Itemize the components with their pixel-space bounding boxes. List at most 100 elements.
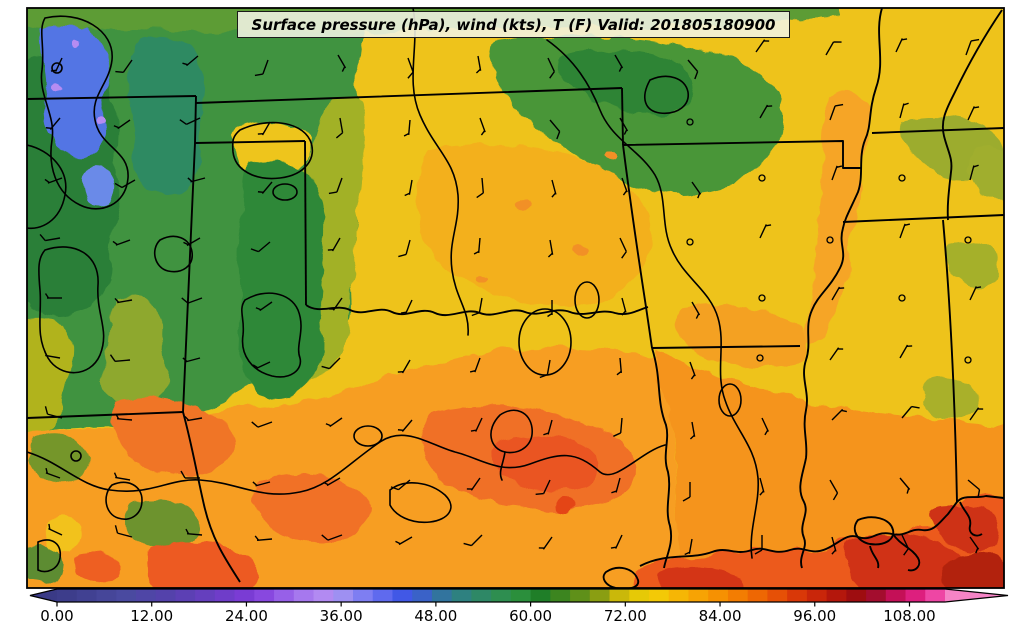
wind-barb xyxy=(470,417,483,432)
wind-barb xyxy=(895,38,908,53)
wind-barb xyxy=(547,300,553,318)
colorbar-segment xyxy=(668,589,690,602)
wind-barb xyxy=(45,467,61,479)
colorbar-segment xyxy=(806,589,828,602)
isobar-contour xyxy=(38,246,105,374)
calm-wind-symbol xyxy=(964,356,972,364)
wind-barb xyxy=(539,359,551,379)
colorbar-segment xyxy=(846,589,867,602)
wind-barb xyxy=(759,104,773,119)
colorbar-segment xyxy=(57,589,78,602)
wind-barb xyxy=(180,470,200,479)
region-bottomleft-orangered xyxy=(111,397,235,477)
colorbar-segment xyxy=(530,589,551,602)
border-arkansas-texas-corner xyxy=(645,306,653,349)
isobar-contour xyxy=(718,383,742,417)
wind-barb xyxy=(252,361,271,369)
border-colorado-newmexico-border xyxy=(27,95,197,100)
wind-barb xyxy=(255,301,273,312)
colorbar-segment xyxy=(412,589,433,602)
wind-barb xyxy=(969,164,979,181)
wind-barb xyxy=(114,297,133,304)
colorbar: 0.00 12.00 24.00 36.00 48.00 60.00 72.00 84.00 9… xyxy=(29,588,1009,625)
wind-barb xyxy=(543,419,553,436)
wind-barb xyxy=(621,177,628,196)
isobar-contour xyxy=(70,450,82,462)
colorbar-segment xyxy=(826,589,847,602)
calm-wind-symbol xyxy=(758,294,766,302)
wind-barb xyxy=(398,239,411,258)
region-east-olive-5 xyxy=(968,148,1004,200)
isobar-contour xyxy=(546,39,760,559)
border-mississippi-alabama-border xyxy=(942,219,958,503)
wind-barb xyxy=(466,477,481,491)
isobar-contour xyxy=(51,62,63,74)
colorbar-segment xyxy=(234,589,255,602)
calm-wind-symbol xyxy=(964,236,972,244)
wind-barb xyxy=(969,536,980,554)
wind-barb xyxy=(182,55,199,67)
region-northeast-olive-2 xyxy=(945,242,1001,288)
wind-barb xyxy=(755,39,770,53)
colorbar-segment xyxy=(885,589,907,602)
wind-barb xyxy=(44,177,63,184)
wind-barb xyxy=(112,239,131,246)
colorbar-segment xyxy=(609,589,630,602)
wind-barb xyxy=(400,299,413,314)
wind-barb xyxy=(829,103,844,121)
wind-barb xyxy=(687,59,699,80)
region-center-orange-speck-2 xyxy=(574,243,588,253)
border-lake-pontchartrain xyxy=(853,516,895,546)
calm-wind-symbol xyxy=(686,118,694,126)
colorbar-segment xyxy=(925,589,946,602)
wind-barb xyxy=(44,293,62,299)
region-bottomleft-green-2 xyxy=(124,500,200,548)
temperature-shading-layer xyxy=(27,8,1004,588)
wind-barb xyxy=(109,354,131,363)
wind-barb xyxy=(899,344,913,359)
wind-barb xyxy=(614,54,624,72)
wind-barb xyxy=(337,54,347,72)
wind-barb xyxy=(689,361,696,380)
calm-wind-symbol xyxy=(826,236,834,244)
colorbar-segment xyxy=(510,589,532,602)
colorbar-segment xyxy=(688,589,709,602)
wind-barb xyxy=(390,479,411,491)
wind-barb xyxy=(691,301,701,319)
colorbar-segment xyxy=(333,589,354,602)
border-mobile-bay xyxy=(959,501,983,537)
wind-barb xyxy=(473,237,481,255)
colorbar-segment xyxy=(550,589,571,602)
border-kansas-oklahoma-border xyxy=(195,87,623,104)
colorbar-segment xyxy=(195,589,216,602)
region-gulf-dark-red-core xyxy=(942,551,1004,588)
region-bottomleft-yellow xyxy=(43,516,81,552)
colorbar-tick-label: 84.00 xyxy=(699,607,742,625)
isobar-contour xyxy=(499,451,506,481)
border-newmexico-texas-south-border xyxy=(27,411,184,419)
wind-barb xyxy=(829,347,844,361)
wind-barb xyxy=(183,237,201,247)
region-louisiana-orange-tinge xyxy=(678,305,808,368)
wind-barb xyxy=(45,117,61,130)
colorbar-segment xyxy=(96,589,117,602)
wind-barb xyxy=(404,179,413,197)
wind-barb xyxy=(761,417,769,436)
colorbar-segment xyxy=(649,589,670,602)
border-kentucky-tennessee-border xyxy=(871,127,1004,134)
wind-barb xyxy=(969,286,982,301)
colorbar-segment xyxy=(491,589,512,602)
wind-barb xyxy=(251,421,273,428)
colorbar-segment xyxy=(353,589,374,602)
wind-barb xyxy=(114,525,133,538)
region-northwest-teal xyxy=(128,36,207,195)
colorbar-left-arrow xyxy=(30,589,57,602)
region-olive-left-column-2 xyxy=(104,297,167,407)
calm-wind-symbol xyxy=(898,294,906,302)
wind-barb xyxy=(113,119,131,130)
wind-barb xyxy=(250,241,271,253)
colorbar-segment xyxy=(76,589,98,602)
wind-barb xyxy=(535,479,551,495)
wind-barb xyxy=(547,57,555,79)
